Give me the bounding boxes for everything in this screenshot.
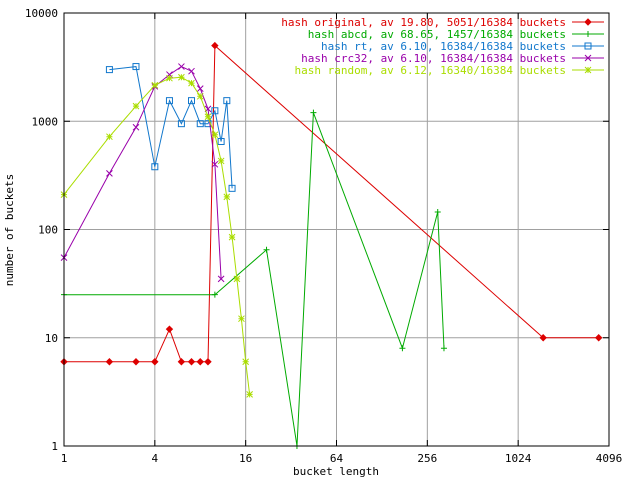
data-point xyxy=(204,113,212,121)
data-point xyxy=(217,138,225,146)
data-point xyxy=(217,275,225,283)
series-line xyxy=(109,66,233,189)
data-point xyxy=(196,120,204,128)
data-point xyxy=(151,358,159,366)
legend-marker xyxy=(584,42,592,50)
data-point xyxy=(165,97,173,105)
data-point xyxy=(178,73,185,81)
y-tick-label: 1000 xyxy=(32,115,59,128)
data-point xyxy=(223,97,231,105)
x-tick-label: 4 xyxy=(152,452,159,465)
data-point xyxy=(177,120,185,128)
y-tick-label: 10 xyxy=(45,332,58,345)
series-2 xyxy=(105,63,236,192)
series-3 xyxy=(60,63,225,283)
data-point xyxy=(188,67,195,75)
data-point xyxy=(223,193,231,201)
legend-entry: hash original, av 19.80, 5051/16384 buck… xyxy=(281,16,604,29)
y-tick-label: 10000 xyxy=(25,7,58,20)
data-point xyxy=(196,85,204,93)
legend-marker xyxy=(584,66,592,74)
legend-marker xyxy=(584,18,592,26)
data-point xyxy=(211,41,219,50)
data-point xyxy=(187,358,196,366)
x-tick-label: 64 xyxy=(330,452,344,465)
x-axis: 1 4 16 64 256 1024 4096 xyxy=(61,13,623,465)
y-tick-label: 100 xyxy=(38,224,58,237)
data-point xyxy=(177,358,186,366)
data-point xyxy=(196,92,204,100)
legend-label: hash abcd, av 68.65, 1457/16384 buckets xyxy=(308,28,566,41)
data-point xyxy=(196,358,204,366)
legend-entry: hash abcd, av 68.65, 1457/16384 buckets xyxy=(308,28,604,41)
x-tick-label: 256 xyxy=(417,452,437,465)
data-point xyxy=(539,334,547,342)
data-point xyxy=(399,345,406,352)
data-point xyxy=(263,246,270,253)
legend-marker xyxy=(584,54,592,62)
data-point xyxy=(165,325,174,333)
data-point xyxy=(132,102,140,110)
data-point xyxy=(594,334,603,342)
data-point xyxy=(105,358,114,366)
data-point xyxy=(246,390,253,398)
data-point xyxy=(211,131,219,139)
data-point xyxy=(188,79,195,87)
data-point xyxy=(132,123,140,131)
data-point xyxy=(440,345,447,352)
data-point xyxy=(132,358,140,366)
data-point xyxy=(211,160,219,168)
x-tick-label: 1 xyxy=(61,452,68,465)
data-point xyxy=(132,63,140,71)
legend-label: hash rt, av 6.10, 16384/16384 buckets xyxy=(321,40,566,53)
x-axis-label: bucket length xyxy=(293,465,379,478)
legend: hash original, av 19.80, 5051/16384 buck… xyxy=(281,16,604,77)
data-point xyxy=(228,233,236,241)
data-point xyxy=(166,74,173,82)
data-point xyxy=(106,170,113,177)
series-line xyxy=(64,44,599,363)
series-line xyxy=(64,112,445,447)
data-point xyxy=(434,209,441,216)
data-point xyxy=(217,157,225,165)
x-tick-label: 4096 xyxy=(596,452,623,465)
data-point xyxy=(105,66,113,74)
legend-entry: hash random, av 6.12, 16340/16384 bucket… xyxy=(294,64,604,77)
data-point xyxy=(178,63,185,70)
legend-label: hash random, av 6.12, 16340/16384 bucket… xyxy=(294,64,566,77)
y-tick-label: 1 xyxy=(51,440,58,453)
x-tick-label: 16 xyxy=(239,452,252,465)
x-tick-label: 1024 xyxy=(505,452,532,465)
y-axis: 1 10 100 1000 10000 xyxy=(25,7,609,453)
data-point xyxy=(211,291,218,298)
data-point xyxy=(233,275,241,283)
legend-entry: hash rt, av 6.10, 16384/16384 buckets xyxy=(321,40,604,53)
data-point xyxy=(211,107,219,115)
data-point xyxy=(310,109,317,116)
y-axis-label: number of buckets xyxy=(3,174,16,287)
data-point xyxy=(204,358,212,366)
series-layer xyxy=(60,41,603,449)
series-0 xyxy=(60,41,603,366)
data-point xyxy=(238,315,245,323)
legend-label: hash original, av 19.80, 5051/16384 buck… xyxy=(281,16,566,29)
data-point xyxy=(242,358,250,366)
data-point xyxy=(106,133,113,141)
legend-marker xyxy=(585,31,591,37)
data-point xyxy=(151,81,159,89)
legend-label: hash crc32, av 6.10, 16384/16384 buckets xyxy=(301,52,566,65)
data-point xyxy=(228,184,236,192)
legend-entry: hash crc32, av 6.10, 16384/16384 buckets xyxy=(301,52,604,65)
data-point xyxy=(188,97,196,105)
data-point xyxy=(151,163,159,171)
